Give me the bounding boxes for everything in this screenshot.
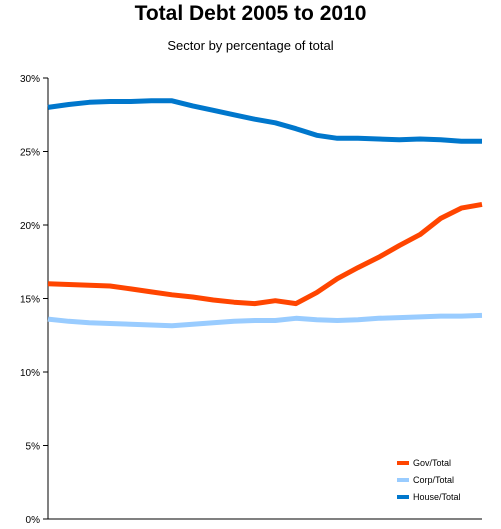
y-tick-label: 25% (20, 148, 40, 159)
axes: 0% 5% 10% 15% 20% 25% 30% (20, 74, 482, 526)
series-line-gov-total (47, 201, 483, 307)
legend-label: House/Total (413, 492, 461, 502)
y-tick-label: 20% (20, 221, 40, 232)
y-tick-label: 0% (26, 515, 41, 526)
series-line-corp-total (47, 312, 483, 329)
legend-label: Gov/Total (413, 458, 451, 468)
y-tick-label: 10% (20, 368, 40, 379)
series-line-house-total (47, 98, 482, 144)
y-tick-label: 5% (26, 442, 41, 453)
y-tick-label: 15% (20, 295, 40, 306)
legend: Gov/Total Corp/Total House/Total (397, 458, 461, 502)
chart-subtitle: Sector by percentage of total (167, 38, 334, 53)
chart-title: Total Debt 2005 to 2010 (134, 2, 367, 25)
y-tick-label: 30% (20, 74, 40, 85)
legend-label: Corp/Total (413, 475, 454, 485)
series-lines (47, 98, 483, 329)
